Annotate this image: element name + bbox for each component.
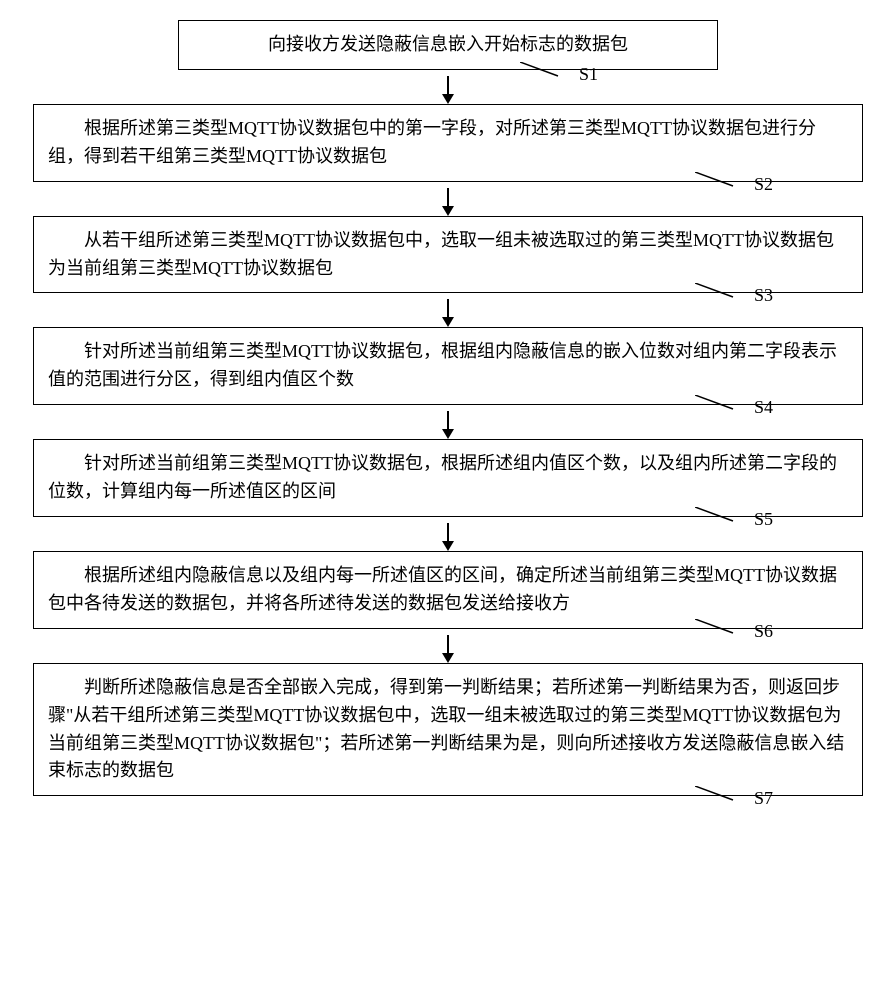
label-leader xyxy=(695,786,755,808)
arrow-connector xyxy=(442,411,454,439)
step-text: 判断所述隐蔽信息是否全部嵌入完成，得到第一判断结果；若所述第一判断结果为否，则返… xyxy=(48,677,844,781)
flow-step-s4: 针对所述当前组第三类型MQTT协议数据包，根据组内隐蔽信息的嵌入位数对组内第二字… xyxy=(33,327,863,405)
flow-step-s7: 判断所述隐蔽信息是否全部嵌入完成，得到第一判断结果；若所述第一判断结果为否，则返… xyxy=(33,663,863,797)
arrow-connector xyxy=(442,635,454,663)
flow-step-s6: 根据所述组内隐蔽信息以及组内每一所述值区的区间，确定所述当前组第三类型MQTT协… xyxy=(33,551,863,629)
arrow-head-icon xyxy=(442,541,454,551)
step-label-s4: S4 xyxy=(754,397,773,418)
flow-step-s5: 针对所述当前组第三类型MQTT协议数据包，根据所述组内值区个数，以及组内所述第二… xyxy=(33,439,863,517)
step-text: 向接收方发送隐蔽信息嵌入开始标志的数据包 xyxy=(268,34,628,54)
step-text: 从若干组所述第三类型MQTT协议数据包中，选取一组未被选取过的第三类型MQTT协… xyxy=(48,230,834,278)
step-text: 针对所述当前组第三类型MQTT协议数据包，根据组内隐蔽信息的嵌入位数对组内第二字… xyxy=(48,341,837,389)
step-label-s2: S2 xyxy=(754,174,773,195)
arrow-line xyxy=(447,299,449,317)
step-label-s5: S5 xyxy=(754,509,773,530)
label-leader xyxy=(695,507,755,529)
arrow-connector xyxy=(442,188,454,216)
flowchart-container: 向接收方发送隐蔽信息嵌入开始标志的数据包 S1 根据所述第三类型MQTT协议数据包… xyxy=(20,20,876,796)
arrow-head-icon xyxy=(442,317,454,327)
arrow-connector xyxy=(442,523,454,551)
step-label-s7: S7 xyxy=(754,788,773,809)
flow-step-s1: 向接收方发送隐蔽信息嵌入开始标志的数据包 xyxy=(178,20,718,70)
arrow-head-icon xyxy=(442,94,454,104)
arrow-line xyxy=(447,411,449,429)
arrow-line xyxy=(447,523,449,541)
label-leader xyxy=(695,283,755,305)
flow-step-s2: 根据所述第三类型MQTT协议数据包中的第一字段，对所述第三类型MQTT协议数据包… xyxy=(33,104,863,182)
arrow-head-icon xyxy=(442,653,454,663)
arrow-line xyxy=(447,635,449,653)
step-label-s1: S1 xyxy=(579,64,598,85)
step-text: 根据所述第三类型MQTT协议数据包中的第一字段，对所述第三类型MQTT协议数据包… xyxy=(48,118,816,166)
arrow-connector xyxy=(442,299,454,327)
step-text: 根据所述组内隐蔽信息以及组内每一所述值区的区间，确定所述当前组第三类型MQTT协… xyxy=(48,565,837,613)
arrow-connector xyxy=(442,76,454,104)
arrow-line xyxy=(447,76,449,94)
arrow-head-icon xyxy=(442,206,454,216)
label-leader xyxy=(520,62,580,84)
step-text: 针对所述当前组第三类型MQTT协议数据包，根据所述组内值区个数，以及组内所述第二… xyxy=(48,453,837,501)
arrow-line xyxy=(447,188,449,206)
arrow-head-icon xyxy=(442,429,454,439)
step-label-s3: S3 xyxy=(754,285,773,306)
label-leader xyxy=(695,619,755,641)
label-leader xyxy=(695,395,755,417)
step-label-s6: S6 xyxy=(754,621,773,642)
label-leader xyxy=(695,172,755,194)
flow-step-s3: 从若干组所述第三类型MQTT协议数据包中，选取一组未被选取过的第三类型MQTT协… xyxy=(33,216,863,294)
